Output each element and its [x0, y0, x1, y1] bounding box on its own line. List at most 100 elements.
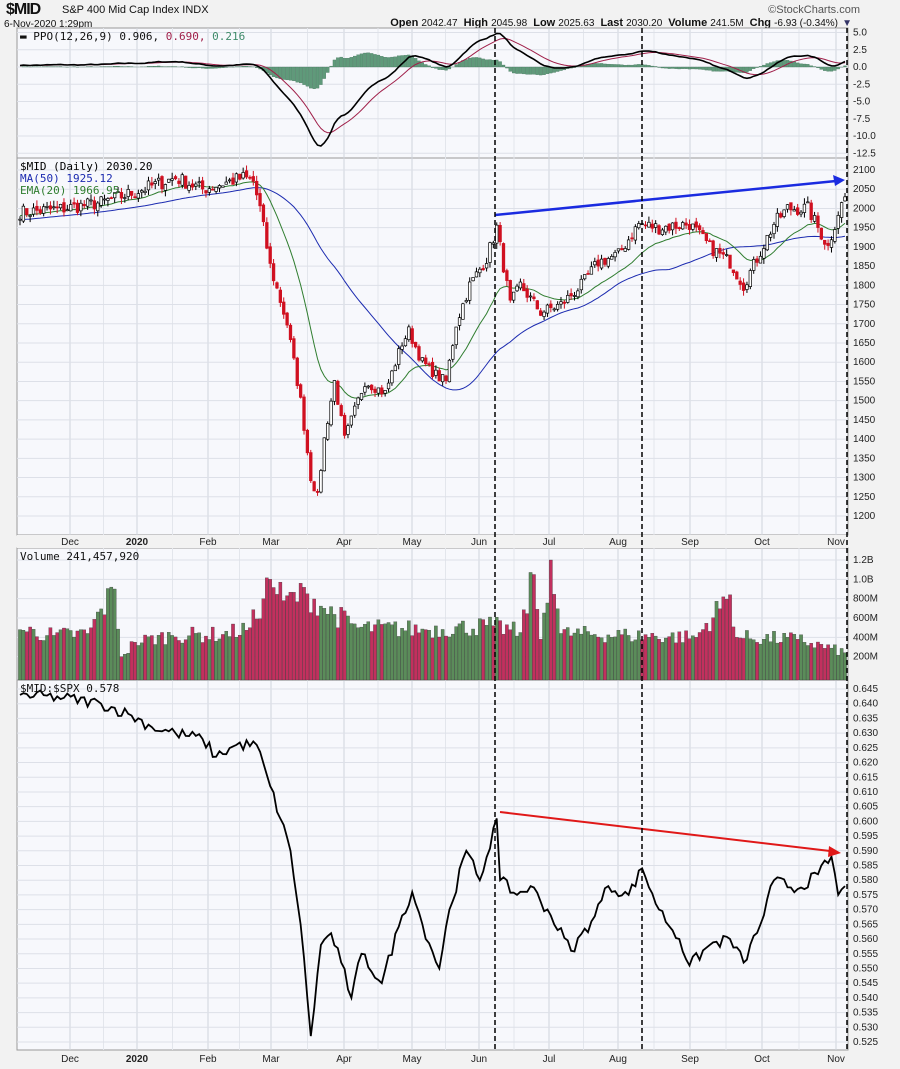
price-tick: 1950 — [853, 223, 876, 234]
ppo-hist-bar — [518, 66, 523, 74]
candle-body — [613, 251, 617, 258]
volume-bar — [755, 642, 759, 681]
candle-body — [725, 254, 729, 256]
volume-bar — [620, 634, 624, 681]
candle-body — [369, 384, 374, 391]
price-tick: 1850 — [853, 261, 876, 272]
ppo-hist-bar — [782, 60, 786, 68]
volume-bar — [38, 640, 43, 681]
candle-body — [261, 204, 266, 223]
price-tick: 1650 — [853, 338, 876, 349]
ratio-tick: 0.570 — [853, 905, 878, 916]
ppo-hist-bar — [498, 61, 502, 68]
candle-body — [839, 202, 844, 218]
ppo-hist-bar — [437, 66, 441, 70]
volume-bar — [298, 583, 303, 681]
ppo-hist-bar — [515, 66, 519, 74]
candle-body — [420, 357, 425, 362]
volume-tick: 1.0B — [853, 574, 874, 585]
candle-body — [792, 209, 796, 212]
volume-bar — [680, 642, 685, 681]
ppo-hist-bar — [204, 66, 208, 69]
volume-bar — [478, 618, 482, 681]
volume-bar — [677, 631, 682, 681]
candle-body — [85, 198, 90, 207]
price-tick: 1350 — [853, 453, 876, 464]
volume-bar — [701, 629, 705, 681]
ppo-hist-bar — [816, 66, 820, 69]
volume-bar — [346, 615, 350, 681]
volume-bar — [109, 586, 114, 681]
month-label: Apr — [336, 537, 352, 548]
candle-body — [129, 190, 134, 196]
candle-body — [677, 227, 681, 230]
ppo-hist-bar — [623, 65, 627, 68]
panel-price — [16, 157, 849, 536]
candle-body — [802, 203, 807, 213]
candle-body — [140, 190, 144, 193]
candle-body — [173, 176, 178, 180]
dropdown-icon[interactable]: ▼ — [842, 18, 852, 29]
candle-body — [430, 361, 435, 378]
volume-bar — [221, 634, 225, 681]
quote-key: Volume — [668, 17, 711, 29]
price-tick: 1400 — [853, 434, 876, 445]
volume-bar — [163, 644, 168, 681]
ppo-hist-bar — [545, 66, 550, 74]
candle-body — [505, 270, 509, 281]
candle-body — [79, 202, 83, 212]
ratio-tick: 0.620 — [853, 758, 878, 769]
quote-key: High — [463, 17, 492, 29]
volume-bar — [329, 606, 333, 681]
candle-body — [528, 295, 533, 298]
candle-body — [342, 414, 347, 436]
volume-bar — [440, 629, 445, 681]
ppo-hist-bar — [555, 66, 560, 72]
ratio-tick: 0.530 — [853, 1022, 878, 1033]
ppo-hist-bar — [295, 66, 299, 83]
volume-bar — [363, 624, 367, 681]
volume-bar — [471, 628, 475, 681]
volume-bar — [238, 634, 242, 681]
candle-body — [606, 258, 610, 267]
month-label: Oct — [754, 1054, 770, 1065]
candle-body — [657, 225, 661, 235]
ppo-hist-bar — [153, 66, 157, 68]
candle-body — [691, 223, 695, 230]
candle-body — [126, 189, 130, 197]
ppo-hist-bar — [190, 66, 195, 69]
ppo-hist-bar — [687, 66, 692, 70]
name: S&P 400 Mid Cap Index — [62, 4, 180, 16]
ppo-hist-bar — [255, 66, 259, 68]
candle-body — [424, 357, 428, 365]
volume-bar — [667, 636, 671, 681]
ppo-hist-bar — [711, 66, 715, 72]
price-legend: $MID (Daily) 2030.20 MA(50) 1925.12 EMA(… — [20, 161, 152, 197]
candle-body — [684, 222, 688, 226]
volume-bar — [674, 642, 678, 681]
volume-bar — [423, 629, 428, 681]
volume-bar — [542, 612, 546, 681]
volume-bar — [410, 635, 414, 681]
ppo-hist-bar — [697, 66, 702, 70]
ppo-hist-bar — [616, 64, 621, 68]
volume-bar — [129, 641, 134, 681]
ppo-hist-bar — [471, 57, 475, 68]
candle-body — [437, 370, 441, 382]
volume-bar — [265, 577, 269, 681]
volume-bar — [116, 628, 120, 681]
volume-bar — [434, 625, 438, 681]
ppo-hist-bar — [620, 64, 624, 68]
volume-bar — [146, 636, 151, 681]
volume-bar — [427, 630, 431, 681]
ppo-hist-bar — [430, 66, 435, 68]
candle-body — [576, 290, 580, 298]
price-tick: 1250 — [853, 492, 876, 503]
candle-body — [484, 263, 489, 269]
volume-bar — [92, 619, 97, 681]
ratio-tick: 0.645 — [853, 684, 878, 695]
volume-bar — [633, 639, 638, 681]
month-label: Mar — [262, 537, 280, 548]
candle-body — [353, 405, 357, 416]
candle-body — [302, 396, 306, 431]
